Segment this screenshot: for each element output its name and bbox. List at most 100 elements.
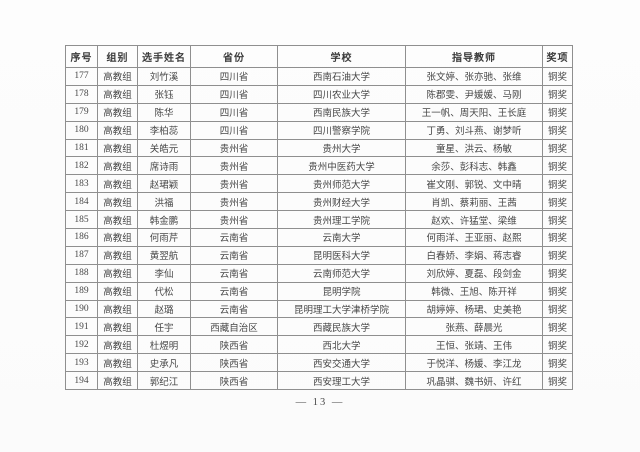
cell-group: 高教组 [97,67,138,86]
cell-group: 高教组 [97,299,138,319]
cell-advisors: 余莎、彭科志、韩鑫 [405,156,543,176]
cell-group: 高教组 [97,335,138,355]
page-number: — 13 — [295,397,345,408]
cell-contestant-name: 何雨芹 [137,228,191,247]
cell-serial: 183 [65,174,98,194]
cell-award: 铜奖 [542,263,573,283]
cell-school: 贵州中医药大学 [277,156,406,176]
cell-advisors: 韩微、王旭、陈开祥 [405,281,543,301]
table-row: 191 高教组 任宇 西藏自治区 西藏民族大学 张燕、薛晨光 铜奖 [65,317,573,337]
cell-serial: 188 [65,263,98,283]
cell-serial: 194 [65,371,98,391]
cell-serial: 189 [65,281,98,301]
cell-province: 贵州省 [190,138,278,158]
cell-serial: 185 [65,210,98,230]
cell-award: 铜奖 [542,281,573,301]
column-header-group: 组别 [97,45,138,68]
table-row: 185 高教组 韩金鹏 贵州省 贵州理工学院 赵欢、许猛堂、梁维 铜奖 [65,210,573,230]
table-row: 190 高教组 赵璐 云南省 昆明理工大学津桥学院 胡婷婷、杨珺、史美艳 铜奖 [65,299,573,319]
cell-serial: 192 [65,335,98,355]
table-row: 184 高教组 洪福 贵州省 贵州财经大学 肖凯、蔡莉丽、王茜 铜奖 [65,192,573,212]
award-results-table: 序号 组别 选手姓名 省份 学校 指导教师 奖项 177 高教组 刘竹溪 四川省 西南石油大学 张文婷… [65,45,573,391]
cell-award: 铜奖 [542,353,573,373]
column-header-serial: 序号 [65,45,98,68]
cell-group: 高教组 [97,281,138,301]
cell-province: 贵州省 [190,210,278,230]
cell-school: 西北大学 [277,335,406,355]
table-row: 189 高教组 代松 云南省 昆明学院 韩微、王旭、陈开祥 铜奖 [65,281,573,301]
table-row: 183 高教组 赵珺颖 贵州省 贵州师范大学 崔文刚、郭锐、文中晴 铜奖 [65,174,573,194]
table-row: 177 高教组 刘竹溪 四川省 西南石油大学 张文婷、张亦驰、张维 铜奖 [65,67,573,86]
cell-advisors: 于悦洋、杨媛、李江龙 [405,353,543,373]
cell-group: 高教组 [97,84,138,104]
cell-award: 铜奖 [542,317,573,337]
cell-province: 贵州省 [190,192,278,212]
cell-award: 铜奖 [542,371,573,391]
cell-serial: 180 [65,120,98,140]
cell-school: 西安交通大学 [277,353,406,373]
column-header-province: 省份 [190,45,278,68]
cell-group: 高教组 [97,174,138,194]
cell-award: 铜奖 [542,102,573,122]
cell-contestant-name: 赵珺颖 [137,174,191,194]
cell-serial: 193 [65,353,98,373]
cell-award: 铜奖 [542,192,573,212]
cell-school: 贵州大学 [277,138,406,158]
cell-contestant-name: 任宇 [137,317,191,337]
cell-group: 高教组 [97,371,138,391]
cell-serial: 187 [65,245,98,265]
cell-province: 四川省 [190,102,278,122]
cell-group: 高教组 [97,317,138,337]
cell-contestant-name: 李仙 [137,263,191,283]
cell-school: 西安理工大学 [277,371,406,391]
cell-advisors: 肖凯、蔡莉丽、王茜 [405,192,543,212]
cell-advisors: 王一帆、周天阳、王长庭 [405,102,543,122]
cell-serial: 186 [65,228,98,247]
cell-award: 铜奖 [542,156,573,176]
cell-advisors: 张燕、薛晨光 [405,317,543,337]
column-header-advisors: 指导教师 [405,45,543,68]
cell-award: 铜奖 [542,210,573,230]
cell-contestant-name: 史承凡 [137,353,191,373]
cell-province: 陕西省 [190,353,278,373]
table-row: 186 高教组 何雨芹 云南省 云南大学 何雨洋、王亚丽、赵熙 铜奖 [65,228,573,247]
cell-school: 昆明学院 [277,281,406,301]
cell-serial: 191 [65,317,98,337]
cell-award: 铜奖 [542,120,573,140]
table-body: 177 高教组 刘竹溪 四川省 西南石油大学 张文婷、张亦驰、张维 铜奖 178 高教组 张钰 四川… [65,67,573,391]
cell-advisors: 王恒、张靖、王伟 [405,335,543,355]
cell-school: 云南师范大学 [277,263,406,283]
cell-province: 贵州省 [190,156,278,176]
cell-province: 云南省 [190,245,278,265]
cell-contestant-name: 韩金鹏 [137,210,191,230]
table-row: 178 高教组 张钰 四川省 四川农业大学 陈郡雯、尹媛媛、马刚 铜奖 [65,84,573,104]
cell-serial: 178 [65,84,98,104]
cell-serial: 177 [65,67,98,86]
cell-contestant-name: 郭纪江 [137,371,191,391]
cell-advisors: 崔文刚、郭锐、文中晴 [405,174,543,194]
cell-province: 云南省 [190,281,278,301]
cell-group: 高教组 [97,156,138,176]
table-row: 182 高教组 席诗雨 贵州省 贵州中医药大学 余莎、彭科志、韩鑫 铜奖 [65,156,573,176]
cell-school: 昆明理工大学津桥学院 [277,299,406,319]
cell-contestant-name: 张钰 [137,84,191,104]
cell-serial: 179 [65,102,98,122]
table-row: 194 高教组 郭纪江 陕西省 西安理工大学 巩晶骐、魏书妍、许红 铜奖 [65,371,573,391]
cell-contestant-name: 刘竹溪 [137,67,191,86]
cell-advisors: 白春娇、李娟、蒋志睿 [405,245,543,265]
cell-school: 西南石油大学 [277,67,406,86]
table-row: 192 高教组 杜煜明 陕西省 西北大学 王恒、张靖、王伟 铜奖 [65,335,573,355]
cell-contestant-name: 代松 [137,281,191,301]
cell-group: 高教组 [97,245,138,265]
table-header-row: 序号 组别 选手姓名 省份 学校 指导教师 奖项 [65,45,573,68]
cell-school: 四川警察学院 [277,120,406,140]
cell-school: 贵州财经大学 [277,192,406,212]
table-row: 187 高教组 黄翌航 云南省 昆明医科大学 白春娇、李娟、蒋志睿 铜奖 [65,245,573,265]
cell-school: 贵州师范大学 [277,174,406,194]
cell-province: 贵州省 [190,174,278,194]
cell-school: 昆明医科大学 [277,245,406,265]
cell-advisors: 巩晶骐、魏书妍、许红 [405,371,543,391]
cell-province: 云南省 [190,263,278,283]
cell-group: 高教组 [97,210,138,230]
